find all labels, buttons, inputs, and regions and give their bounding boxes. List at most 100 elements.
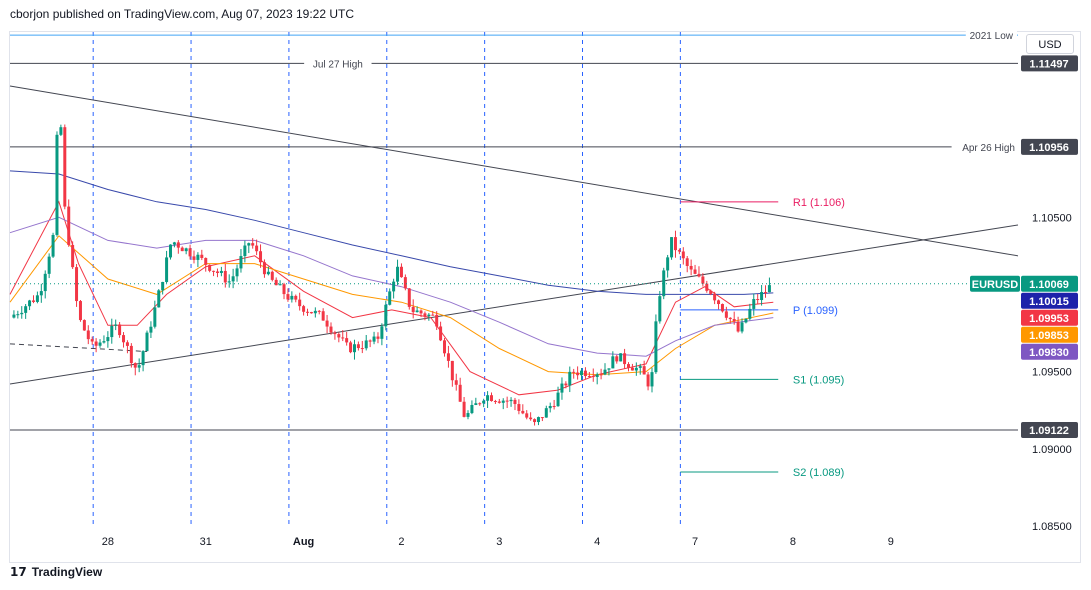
candle-body — [290, 295, 294, 300]
candle-body — [482, 400, 486, 404]
candle-body — [321, 311, 325, 321]
candle-body — [415, 310, 419, 313]
ema-price-tag-bg — [1021, 343, 1078, 360]
price-tick: 1.09000 — [1032, 444, 1072, 456]
symbol-tag: EURUSD — [972, 279, 1019, 291]
candle-body — [259, 251, 263, 263]
candle-body — [192, 256, 196, 260]
level-label: Jul 27 High — [313, 59, 363, 70]
last-price-tag: 1.10069 — [1029, 279, 1069, 291]
candle-body — [599, 374, 603, 376]
candle-body — [294, 295, 298, 300]
candle-body — [568, 371, 572, 386]
candle-body — [168, 244, 172, 258]
candle-body — [360, 348, 364, 350]
candle-body — [673, 237, 677, 251]
candle-body — [458, 384, 462, 402]
candle-body — [239, 256, 243, 269]
trendline — [9, 224, 1019, 385]
candle-body — [153, 307, 157, 327]
candle-body — [623, 353, 627, 365]
candle-body — [302, 306, 306, 312]
candle-body — [732, 319, 736, 322]
candle-body — [529, 417, 533, 420]
candle-body — [356, 344, 360, 349]
candle-body — [133, 363, 137, 368]
candle-body — [309, 312, 313, 314]
candle-body — [141, 351, 145, 366]
time-tick: 7 — [692, 536, 698, 548]
candle-body — [764, 292, 768, 294]
price-tick: 1.10500 — [1032, 212, 1072, 224]
candle-body — [767, 285, 771, 293]
candle-body — [446, 353, 450, 361]
pivot-label: P (1.099) — [793, 305, 838, 317]
ema-price-tag: 1.09953 — [1029, 313, 1069, 325]
candle-body — [509, 399, 513, 402]
candle-body — [172, 242, 176, 245]
candle-body — [78, 301, 82, 321]
candle-body — [188, 248, 192, 257]
candle-body — [176, 242, 180, 248]
candle-body — [521, 410, 525, 414]
candle-body — [462, 401, 466, 417]
candle-body — [161, 281, 165, 291]
candle-body — [306, 311, 310, 313]
candle-body — [724, 311, 728, 318]
candle-body — [184, 248, 188, 252]
candle-body — [47, 256, 51, 274]
candle-body — [122, 335, 126, 343]
ema-price-tag-bg — [1021, 292, 1078, 309]
candle-body — [337, 334, 341, 338]
tradingview-footer: 17 TradingView — [10, 565, 102, 579]
candle-body — [466, 413, 470, 417]
level-price-tag: 1.10956 — [1029, 142, 1069, 154]
ema-price-tag-bg — [1021, 309, 1078, 326]
candle-body — [63, 127, 67, 207]
candle-body — [51, 234, 55, 257]
candle-body — [642, 366, 646, 375]
time-tick: 8 — [790, 536, 796, 548]
candle-body — [709, 290, 713, 294]
candle-body — [501, 400, 505, 403]
candle-body — [86, 330, 90, 340]
candle-body — [55, 134, 59, 235]
time-tick: 4 — [594, 536, 600, 548]
currency-button[interactable]: USD — [1026, 34, 1074, 54]
level-label-bg — [951, 139, 1019, 153]
candle-body — [497, 401, 501, 403]
level-price-tag-bg — [1021, 55, 1078, 72]
candle-body — [560, 383, 564, 393]
candle-body — [478, 403, 482, 405]
candle-body — [713, 293, 717, 301]
candle-body — [376, 336, 380, 339]
candle-body — [728, 317, 732, 320]
candle-body — [697, 273, 701, 277]
candle-body — [454, 380, 458, 385]
candle-body — [274, 279, 278, 286]
candle-body — [204, 257, 208, 265]
candle-body — [689, 265, 693, 270]
candle-body — [533, 419, 537, 423]
candle-body — [693, 269, 697, 274]
time-tick: 9 — [888, 536, 894, 548]
ema-price-tag-bg — [1021, 326, 1078, 343]
candle-body — [298, 299, 302, 307]
level-price-tag-bg — [1021, 421, 1078, 438]
dashed-trendline — [9, 343, 148, 353]
candle-body — [270, 271, 274, 280]
candle-body — [16, 314, 20, 316]
candle-body — [341, 337, 345, 339]
candle-body — [505, 400, 509, 402]
ema-price-tag: 1.09853 — [1029, 330, 1069, 342]
candle-body — [450, 360, 454, 381]
candle-body — [435, 314, 439, 327]
candle-body — [662, 270, 666, 297]
candle-body — [137, 365, 141, 368]
time-tick: Aug — [293, 536, 314, 548]
candle-body — [110, 325, 114, 338]
candle-body — [102, 341, 106, 343]
chart-frame[interactable] — [9, 31, 1081, 563]
candle-body — [666, 257, 670, 271]
